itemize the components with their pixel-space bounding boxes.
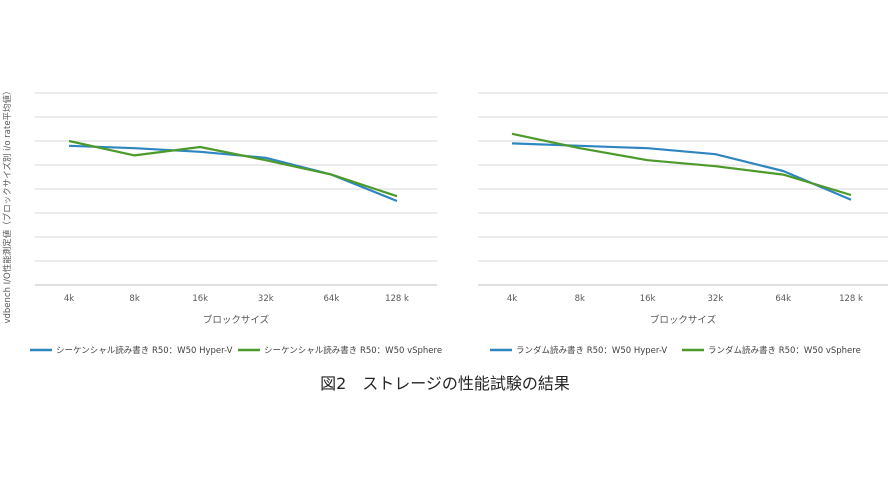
figure-caption: 図2 ストレージの性能試験の結果 (320, 374, 570, 393)
x-axis-title: ブロックサイズ (203, 314, 270, 326)
legend-label: ランダム読み書き R50：W50 vSphere (708, 345, 861, 356)
legend-label: シーケンシャル読み書き R50：W50 vSphere (264, 345, 442, 356)
x-tick-label: 128 k (385, 294, 409, 304)
x-tick-label: 8k (575, 294, 585, 304)
x-tick-label: 32k (258, 294, 274, 304)
x-tick-label: 64k (324, 294, 340, 304)
x-tick-label: 4k (64, 294, 74, 304)
series-line-vsphere (511, 132, 852, 197)
x-tick-label: 32k (708, 294, 724, 304)
x-tick-label: 8k (129, 294, 139, 304)
x-tick-label: 16k (192, 294, 208, 304)
x-tick-label: 128 k (839, 294, 863, 304)
y-axis-label: vdbench I/O性能測定値（ブロックサイズ別 i/o rate平均値） (2, 86, 13, 323)
x-tick-label: 64k (775, 294, 791, 304)
x-axis-title: ブロックサイズ (650, 314, 717, 326)
legend-label: ランダム読み書き R50：W50 Hyper-V (516, 345, 667, 356)
legend-label: シーケンシャル読み書き R50：W50 Hyper-V (56, 345, 233, 356)
series-line-vsphere (68, 139, 398, 198)
series-line-hyper-v (511, 142, 852, 201)
x-tick-label: 16k (640, 294, 656, 304)
x-tick-label: 4k (507, 294, 517, 304)
